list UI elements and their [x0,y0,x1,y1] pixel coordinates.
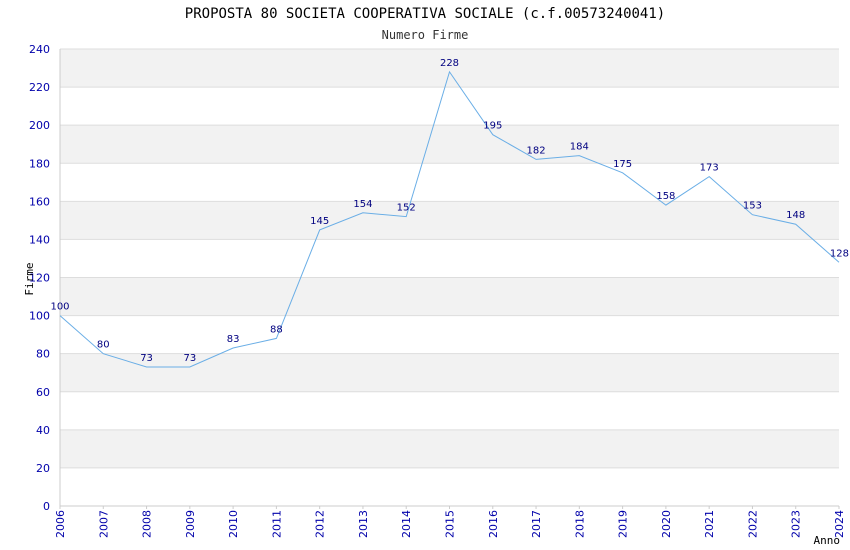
y-tick-label: 100 [29,310,50,323]
data-label: 175 [613,159,632,170]
chart-subtitle: Numero Firme [382,28,469,42]
series-line-group [59,70,840,368]
x-tick-label: 2008 [141,510,154,538]
data-label: 128 [830,248,849,259]
data-label: 83 [227,334,240,345]
x-tick-label: 2006 [54,510,67,538]
x-tick-label: 2020 [660,510,673,538]
x-tick-label: 2013 [357,510,370,538]
x-tick-label: 2012 [314,510,327,538]
data-label: 158 [656,191,675,202]
background-band [60,201,839,240]
data-label: 88 [270,324,283,335]
background-band [60,429,839,468]
y-tick-label: 140 [29,233,50,246]
data-label: 173 [700,163,719,174]
x-tick-label: 2015 [444,510,457,538]
data-label: 145 [310,216,329,227]
x-tick-label: 2009 [184,510,197,538]
data-label: 80 [97,340,110,351]
x-tick-label: 2019 [617,510,630,538]
y-tick-label: 120 [29,272,50,285]
y-tick-label: 20 [36,462,50,475]
y-tick-label: 40 [36,424,50,437]
data-label: 154 [353,199,372,210]
y-tick-label: 60 [36,386,50,399]
data-label: 195 [483,121,502,132]
gridlines [60,48,839,507]
x-tick-label: 2016 [487,510,500,538]
background-band [60,125,839,164]
x-tick-label: 2023 [790,510,803,538]
x-tick-label: 2017 [530,510,543,538]
y-tick-label: 240 [29,43,50,56]
x-tick-labels: 2006 2007 2008 2009 2010 2011 2012 2013 2014 2015… [54,510,846,538]
background-band [60,277,839,316]
chart-title: PROPOSTA 80 SOCIETA COOPERATIVA SOCIALE … [185,6,665,22]
data-label: 182 [527,145,546,156]
data-labels: 100 80 73 73 83 88 145 154 152 228 195 182 184 175 158… [50,58,849,364]
y-axis-label: Firme [23,262,36,295]
data-label: 148 [786,210,805,221]
background-bands [60,49,839,468]
series-line [59,70,840,368]
y-tick-label: 160 [29,195,50,208]
x-axis-label: Anno [814,534,841,547]
y-tick-label: 80 [36,348,50,361]
data-label: 228 [440,58,459,69]
x-tick-label: 2024 [833,510,846,538]
data-label: 100 [50,302,69,313]
data-label: 184 [570,142,589,153]
y-tick-label: 180 [29,157,50,170]
data-label: 153 [743,201,762,212]
y-tick-label: 220 [29,81,50,94]
y-tick-labels: 0 20 40 60 80 100 120 140 160 180 200 220 240 [29,43,50,513]
x-tick-label: 2014 [400,510,413,538]
x-tick-label: 2007 [97,510,110,538]
axes [59,49,840,509]
y-tick-label: 200 [29,119,50,132]
x-tick-label: 2021 [703,510,716,538]
x-tick-label: 2022 [746,510,759,538]
background-band [60,49,839,88]
x-tick-label: 2010 [227,510,240,538]
data-label: 73 [183,353,196,364]
x-tick-label: 2011 [270,510,283,538]
background-band [60,353,839,392]
x-tick-label: 2018 [573,510,586,538]
data-label: 73 [140,353,153,364]
y-tick-label: 0 [43,500,50,513]
data-label: 152 [397,203,416,214]
